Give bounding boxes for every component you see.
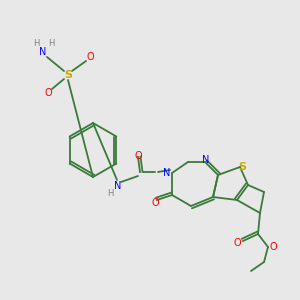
Text: S: S <box>64 70 72 80</box>
Text: H: H <box>107 188 113 197</box>
Text: O: O <box>134 151 142 161</box>
Text: N: N <box>114 181 122 191</box>
Text: H: H <box>48 38 54 47</box>
Text: O: O <box>86 52 94 62</box>
Text: O: O <box>44 88 52 98</box>
Text: N: N <box>163 168 171 178</box>
Text: O: O <box>269 242 277 252</box>
Text: H: H <box>33 38 39 47</box>
Text: O: O <box>151 198 159 208</box>
Text: O: O <box>233 238 241 248</box>
Text: S: S <box>238 162 246 172</box>
Text: N: N <box>39 47 47 57</box>
Text: N: N <box>202 155 210 165</box>
